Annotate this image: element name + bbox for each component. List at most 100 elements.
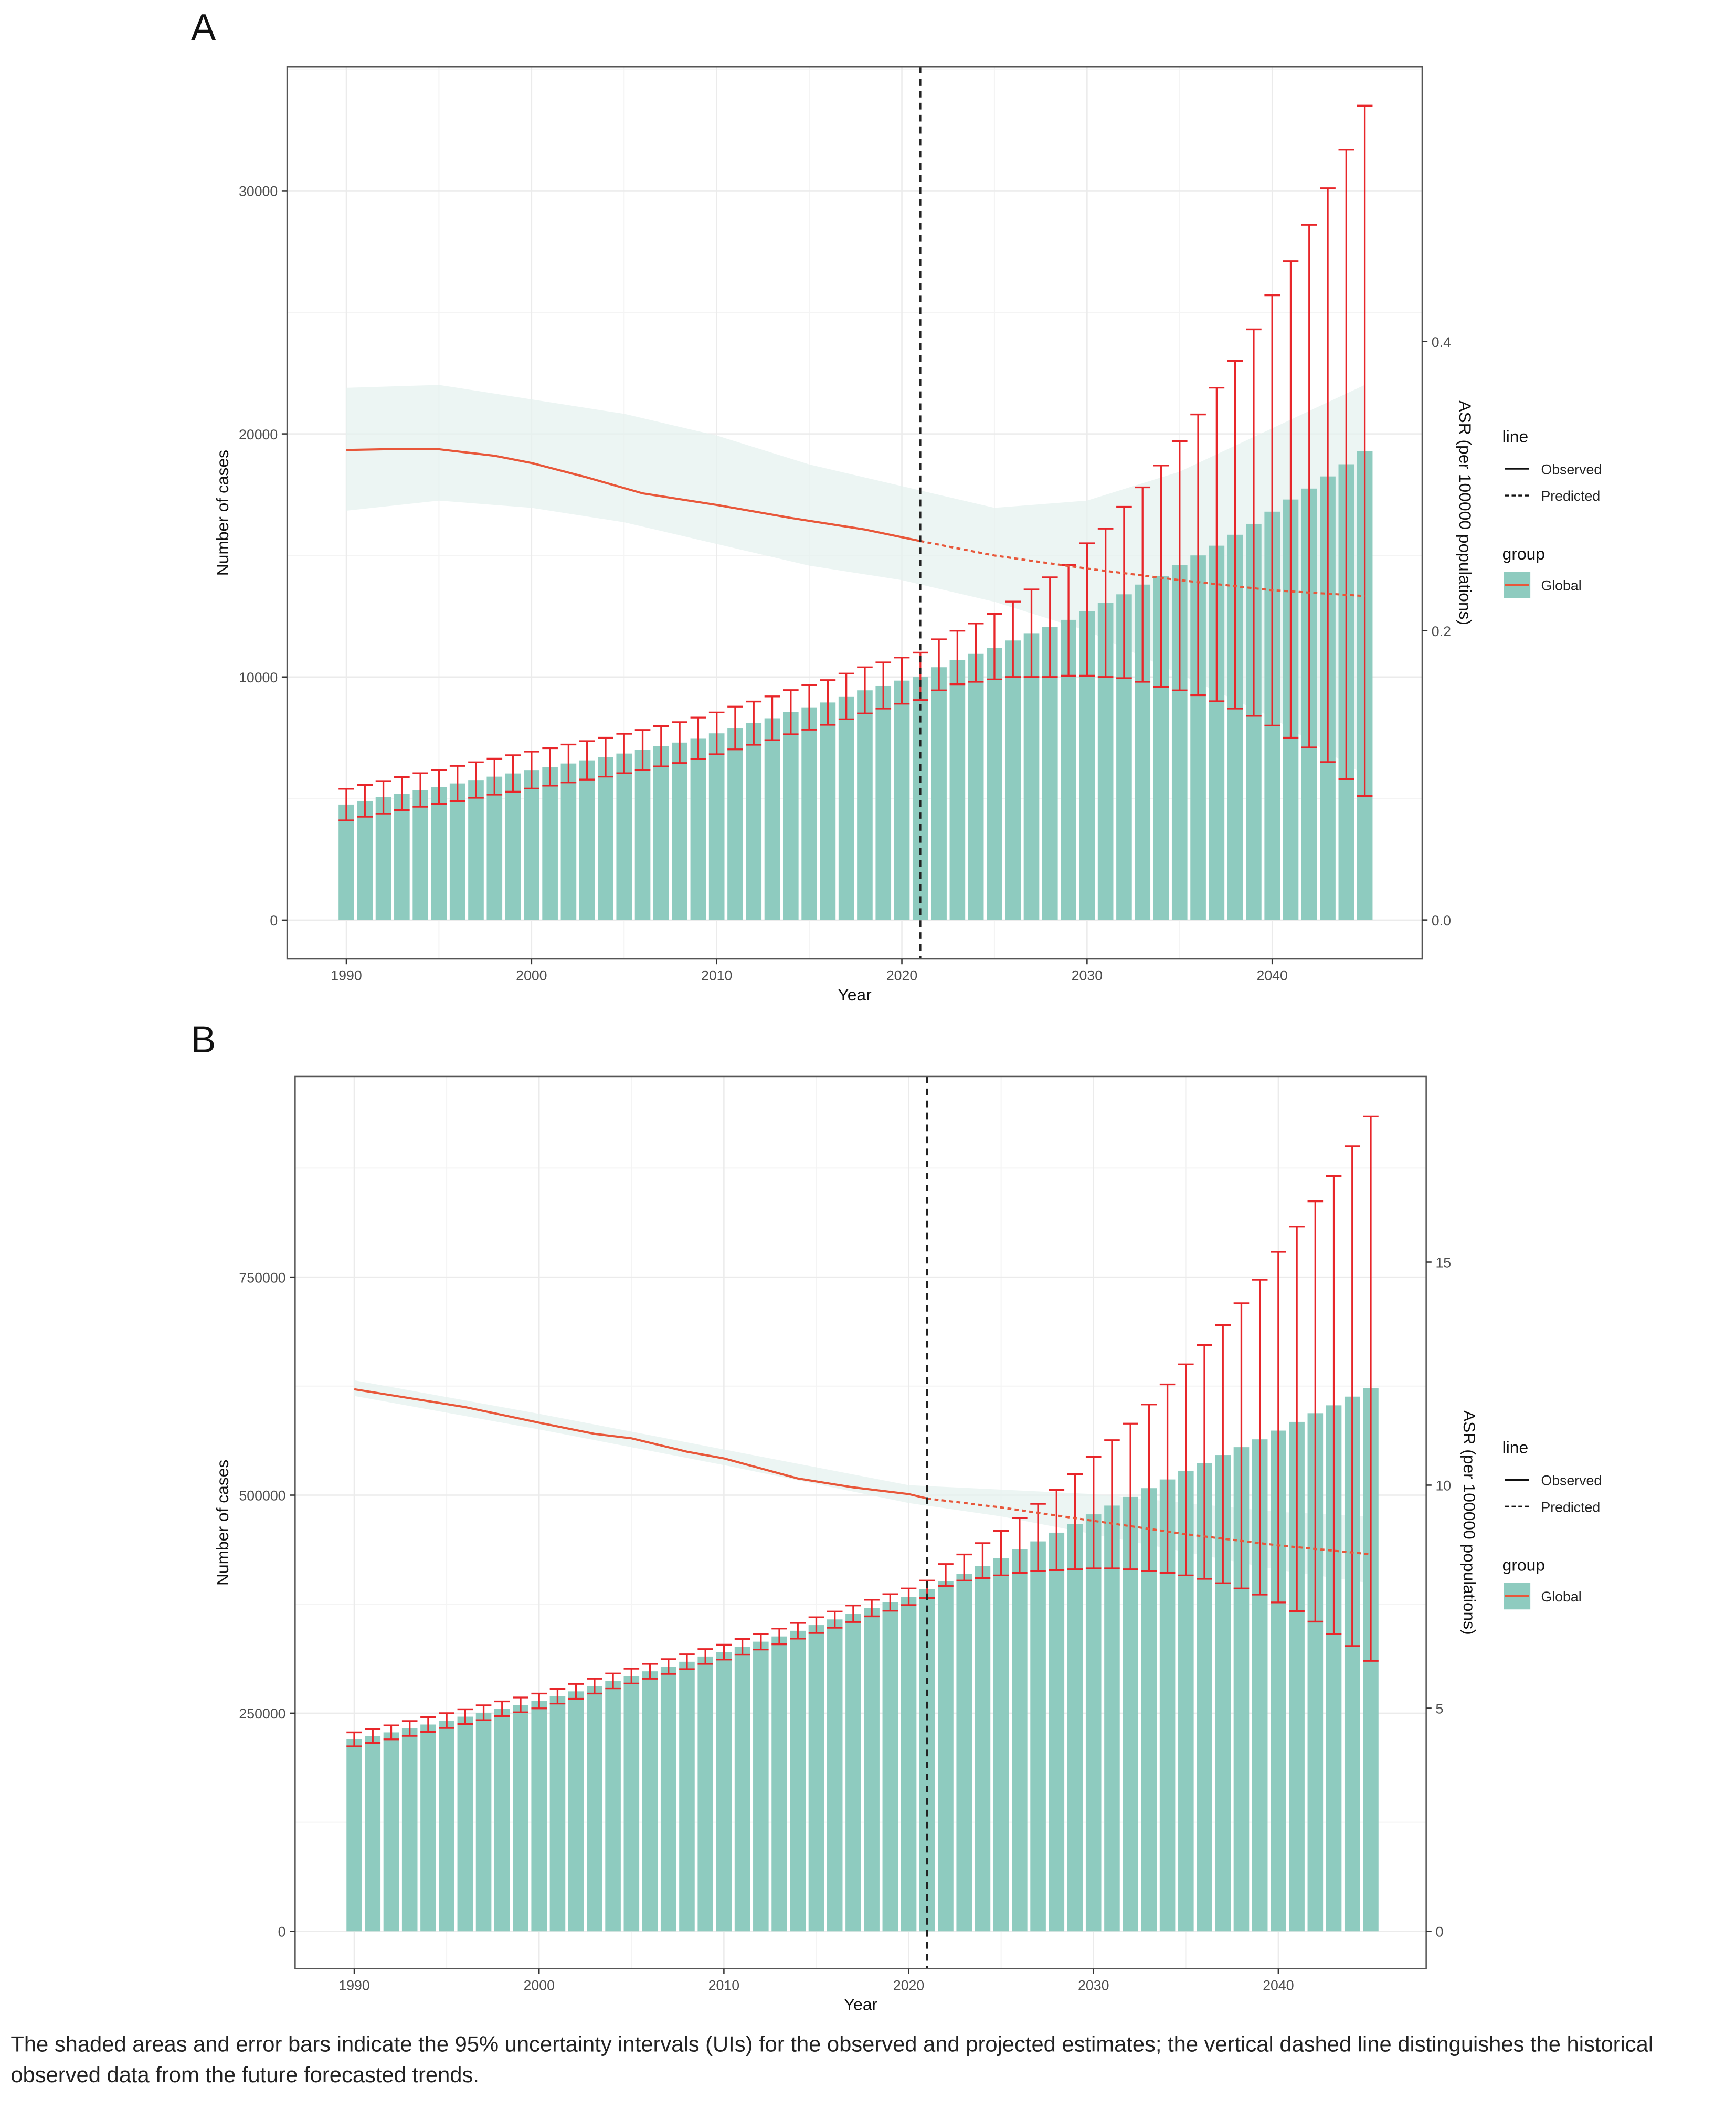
errorbar-1995 (431, 769, 447, 805)
legend: line Observed Predicted group Global (1502, 1438, 1602, 1610)
bar-1999 (505, 773, 521, 920)
x-tick-label: 2010 (701, 968, 732, 984)
plot-panel-border (294, 1075, 1427, 1970)
errorbar-2000 (531, 1692, 547, 1710)
bar-1996 (457, 1716, 473, 1932)
bar-2010 (716, 1652, 732, 1932)
errorbar-2031 (1104, 1439, 1120, 1569)
bar-2003 (587, 1686, 602, 1932)
bar-1998 (486, 776, 503, 920)
bar-2010 (708, 733, 725, 920)
x-tick-label: 2040 (1256, 968, 1287, 984)
y-tick-label: 500000 (239, 1488, 285, 1504)
errorbar-2008 (672, 721, 687, 764)
errorbar-2013 (771, 1628, 787, 1646)
errorbar-2037 (1215, 1324, 1231, 1584)
bar-2000 (531, 1701, 547, 1932)
errorbar-2033 (1141, 1404, 1157, 1572)
bar-1994 (412, 790, 428, 920)
y-tick-label: 30000 (239, 184, 278, 199)
legend-item-global: Global (1541, 1589, 1581, 1605)
errorbar-2031 (1097, 528, 1114, 678)
x-tick-label: 2010 (708, 1977, 739, 1993)
bar-2024 (975, 1566, 991, 1932)
bar-2031 (1104, 1505, 1120, 1932)
bar-2017 (845, 1614, 861, 1932)
bar-2014 (782, 712, 799, 920)
errorbar-1990 (346, 1731, 362, 1747)
bar-2020 (894, 680, 910, 920)
bar-2030 (1085, 1514, 1102, 1932)
errorbar-2037 (1209, 386, 1225, 702)
errorbar-2022 (938, 1563, 954, 1587)
bar-2015 (808, 1625, 824, 1932)
bar-2025 (987, 648, 1002, 920)
errorbar-2015 (808, 1616, 824, 1634)
legend-item-predicted: Predicted (1541, 488, 1600, 504)
bar-2007 (653, 746, 669, 920)
plot-panel-border (286, 66, 1423, 960)
y-axis-title: Number of cases (213, 450, 232, 576)
bar-1995 (439, 1721, 454, 1932)
bar-2006 (634, 750, 651, 920)
errorbar-2002 (568, 1683, 584, 1700)
y2-axis-title: ASR (per 100000 populations) (1460, 1410, 1479, 1635)
errorbar-2018 (857, 666, 873, 714)
bar-1992 (383, 1732, 399, 1932)
x-tick-label: 2030 (1072, 968, 1103, 984)
bar-2018 (864, 1608, 880, 1932)
errorbar-2024 (975, 1542, 991, 1579)
errorbar-2019 (875, 661, 892, 710)
x-tick-label: 2020 (893, 1977, 924, 1993)
errorbar-1992 (375, 780, 391, 815)
errorbar-2042 (1301, 224, 1317, 748)
errorbar-2044 (1344, 1145, 1360, 1647)
bar-2021 (912, 677, 928, 920)
legend-title-line: line (1502, 427, 1529, 446)
errorbar-2045 (1357, 104, 1373, 797)
errorbar-2034 (1153, 465, 1169, 688)
bar-2023 (956, 1574, 972, 1932)
bar-2004 (598, 757, 613, 920)
errorbar-1991 (357, 784, 373, 818)
bar-2018 (857, 690, 873, 920)
errorbar-2028 (1049, 1489, 1065, 1572)
errorbar-2015 (801, 684, 817, 731)
errorbar-2043 (1320, 187, 1336, 763)
bar-2008 (679, 1661, 695, 1932)
bar-1997 (468, 780, 484, 920)
errorbar-1997 (475, 1704, 492, 1721)
bar-2026 (1005, 640, 1021, 920)
bar-1993 (401, 1728, 418, 1932)
errorbar-2041 (1289, 1226, 1305, 1612)
y2-tick-label: 5 (1435, 1701, 1443, 1717)
errorbar-1996 (457, 1708, 473, 1725)
x-tick-label: 1990 (331, 968, 362, 984)
errorbar-2035 (1178, 1363, 1194, 1577)
bar-2002 (560, 763, 577, 920)
errorbar-2005 (623, 1668, 640, 1685)
x-axis-title: Year (844, 1995, 878, 2014)
errorbar-2038 (1227, 360, 1243, 710)
bar-2024 (968, 653, 984, 920)
errorbar-1997 (468, 761, 484, 799)
errorbar-2004 (605, 1672, 621, 1690)
x-tick-label: 1990 (338, 1977, 369, 1993)
errorbar-2011 (734, 1638, 750, 1656)
errorbar-2029 (1067, 1473, 1083, 1570)
bar-2012 (746, 723, 762, 920)
errorbar-2002 (560, 743, 577, 784)
errorbar-1994 (420, 1716, 436, 1733)
errorbar-2025 (993, 1530, 1009, 1577)
errorbar-1993 (394, 776, 410, 811)
bar-2008 (672, 742, 687, 920)
bar-2022 (938, 1581, 954, 1932)
y-tick-label: 20000 (239, 427, 278, 442)
errorbar-2045 (1363, 1115, 1379, 1662)
errorbar-1999 (505, 754, 521, 793)
bar-1993 (394, 794, 410, 920)
bar-2000 (524, 770, 539, 920)
errorbar-2040 (1271, 1251, 1286, 1604)
errorbar-2039 (1246, 328, 1262, 717)
bar-2013 (764, 718, 780, 920)
